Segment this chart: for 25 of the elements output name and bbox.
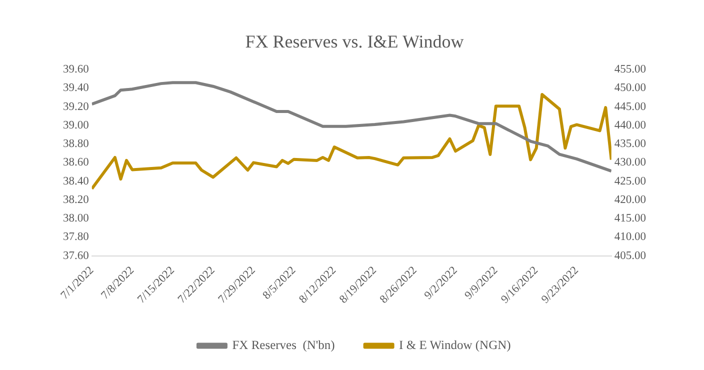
y2-tick-label: 435.00 xyxy=(614,138,646,150)
y-tick-label: 38.00 xyxy=(63,212,90,225)
y2-tick-label: 440.00 xyxy=(614,119,646,132)
y-tick-label: 39.60 xyxy=(63,64,90,76)
y2-tick-label: 420.00 xyxy=(614,194,646,206)
y2-tick-label: 425.00 xyxy=(614,175,646,188)
y2-tick-label: 405.00 xyxy=(614,250,646,262)
y-tick-label: 38.80 xyxy=(63,138,90,150)
y2-tick-label: 445.00 xyxy=(614,100,646,113)
y-tick-label: 38.60 xyxy=(63,156,90,169)
y2-tick-label: 410.00 xyxy=(614,231,646,244)
y2-tick-label: 450.00 xyxy=(614,82,646,94)
y2-tick-label: 430.00 xyxy=(614,156,646,169)
y-tick-label: 37.60 xyxy=(63,250,90,262)
y-tick-label: 37.80 xyxy=(63,231,90,244)
y2-tick-label: 455.00 xyxy=(614,64,646,76)
y-tick-label: 38.20 xyxy=(63,194,90,206)
chart-title: FX Reserves vs. I&E Window xyxy=(245,32,464,52)
y-tick-label: 38.40 xyxy=(63,175,90,188)
y2-tick-label: 415.00 xyxy=(614,212,646,225)
legend-label: I & E Window (NGN) xyxy=(399,338,511,352)
y-tick-label: 39.20 xyxy=(63,100,90,113)
y-tick-label: 39.00 xyxy=(63,119,90,132)
y-tick-label: 39.40 xyxy=(63,82,90,94)
legend-label: FX Reserves (N'bn) xyxy=(232,338,335,352)
